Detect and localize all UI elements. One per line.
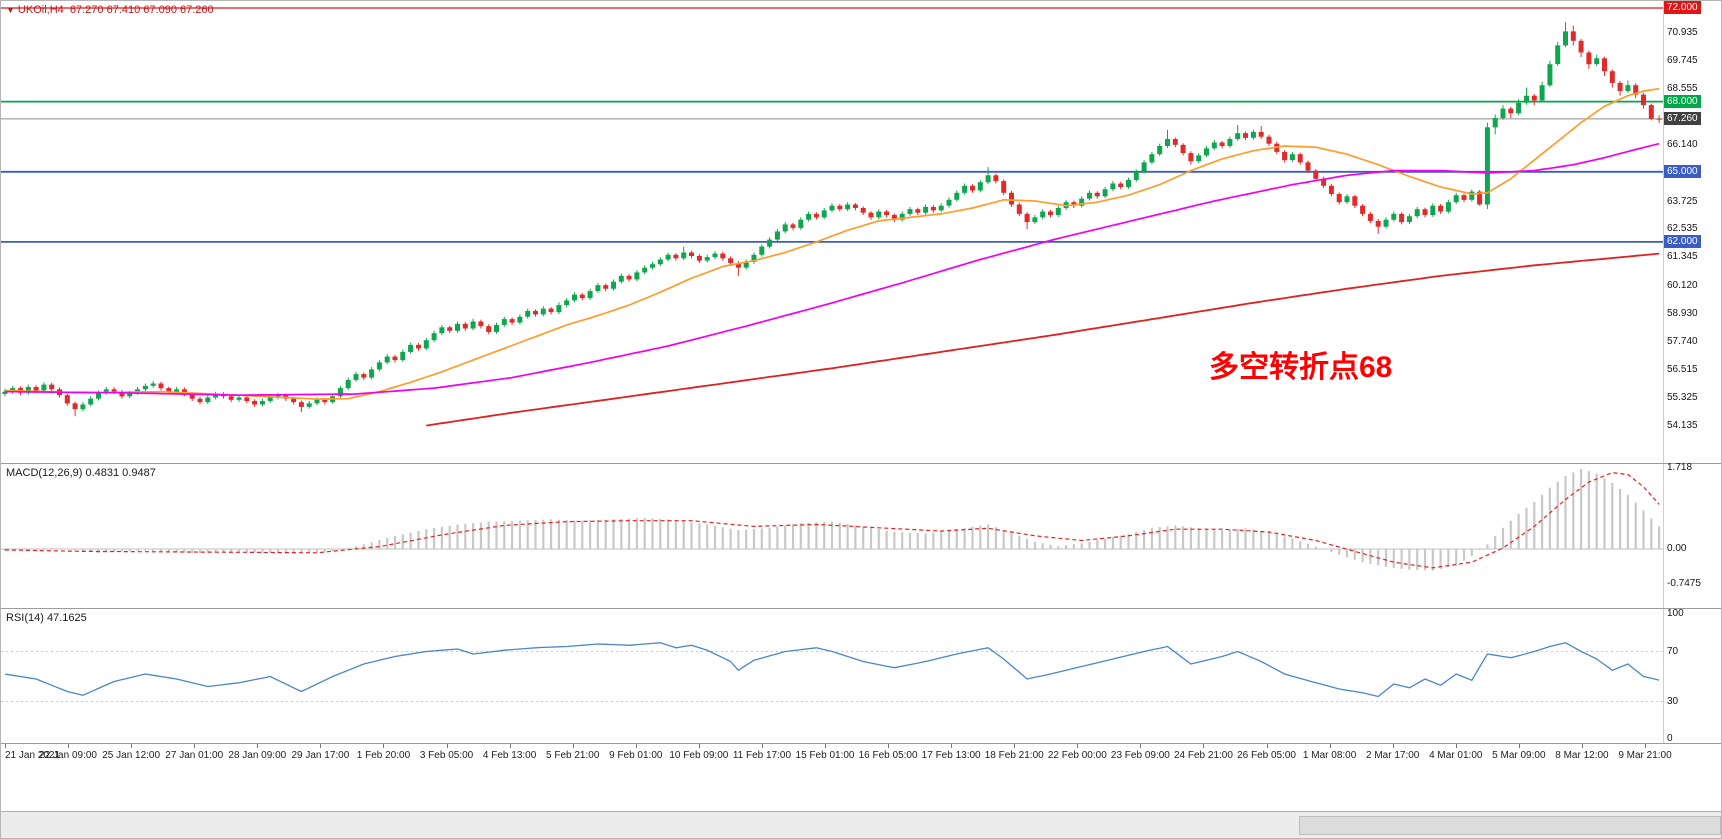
time-tick [572,744,574,748]
time-axis-label: 5 Mar 09:00 [1492,750,1546,761]
price-badge-62.000: 62.000 [1664,234,1701,248]
time-axis-label: 1 Feb 20:00 [356,750,411,761]
time-tick [509,744,511,748]
rsi-axis-label: 0 [1667,733,1673,744]
price-axis-label: 70.935 [1667,26,1698,38]
rsi-indicator-label: RSI(14) 47.1625 [6,612,87,624]
time-tick [1014,744,1016,748]
time-axis-label: 9 Mar 21:00 [1618,750,1672,761]
time-tick [194,744,196,748]
time-tick [888,744,890,748]
time-axis-label: 8 Mar 12:00 [1555,750,1609,761]
scrollbar-thumb[interactable] [1299,816,1721,835]
time-axis-label: 4 Feb 13:00 [482,750,537,761]
rsi-axis-label: 70 [1667,645,1679,657]
macd-indicator-label: MACD(12,26,9) 0.4831 0.9487 [6,467,156,479]
price-axis-label: 61.345 [1667,251,1698,263]
time-axis-label: 10 Feb 09:00 [669,750,729,761]
time-tick [825,744,826,748]
time-tick [446,744,448,748]
time-axis-label: 5 Feb 21:00 [546,750,600,761]
sell-marker-icon: ▼ [6,5,15,15]
macd-chart-canvas[interactable] [1,464,1663,608]
macd-axis: 1.718 0.00 -0.7475 [1663,462,1721,608]
time-axis: 21 Jan 2021 22 Jan 09:00 25 Jan 12:00 27 Ja… [1,744,1721,804]
price-chart-canvas[interactable] [1,1,1663,463]
price-axis-label: 57.740 [1667,335,1698,347]
time-axis-label: 23 Feb 09:00 [1110,750,1170,761]
time-tick [951,744,953,748]
time-tick [5,744,6,748]
time-axis-label: 22 Jan 09:00 [39,750,97,761]
time-tick [1140,744,1142,748]
time-tick [383,744,385,748]
ohlc-values-label: 67.270 67.410 67.090 67.260 [69,4,214,16]
time-axis-label: 9 Feb 01:00 [609,750,663,761]
time-tick [698,744,700,748]
time-axis-label: 29 Jan 17:00 [291,750,350,761]
rsi-axis: 100 70 30 0 [1663,608,1721,744]
price-axis-label: 60.120 [1667,279,1698,291]
time-tick [1077,744,1079,748]
time-tick [1518,744,1520,748]
time-tick [1392,744,1394,748]
time-axis-label: 1 Mar 08:00 [1302,750,1357,761]
price-axis-label: 56.515 [1667,364,1698,376]
time-tick [1455,744,1457,748]
time-tick [68,744,70,748]
chart-annotation-text: 多空转折点68 [1209,351,1393,384]
rsi-axis-label: 100 [1667,608,1684,619]
time-axis-label: 28 Jan 09:00 [228,750,287,761]
panel-separator[interactable] [1,608,1721,609]
time-axis-label: 21 Jan 2021 [5,750,61,761]
symbol-header: ▼ UKOil,H4 67.270 67.410 67.090 67.260 [6,4,214,16]
macd-axis-label: 0.00 [1667,543,1687,554]
price-axis-label: 58.930 [1667,307,1698,319]
price-axis-label: 66.140 [1667,139,1698,151]
price-axis-label: 63.725 [1667,195,1698,207]
price-badge-67.260: 67.260 [1664,111,1701,125]
time-axis-label: 24 Feb 21:00 [1173,750,1233,761]
price-axis-label: 69.745 [1667,54,1698,66]
time-tick [1645,744,1646,748]
price-badge-68.000: 68.000 [1664,94,1701,108]
time-axis-label: 16 Feb 05:00 [858,750,918,761]
time-axis-label: 3 Feb 05:00 [419,750,474,761]
time-tick [635,744,637,748]
price-badge-72.000: 72.000 [1664,1,1701,15]
time-axis-label: 2 Mar 17:00 [1366,750,1420,761]
macd-axis-label: 1.718 [1667,462,1693,474]
price-axis-label: 55.325 [1667,392,1698,404]
time-tick [1266,744,1268,748]
time-tick [257,744,259,748]
time-tick [761,744,763,748]
price-axis-label: 68.555 [1667,82,1698,94]
horizontal-scrollbar[interactable] [1,811,1721,838]
time-axis-label: 25 Jan 12:00 [102,750,161,761]
rsi-chart-canvas[interactable] [1,609,1663,743]
time-axis-label: 17 Feb 13:00 [921,750,981,761]
time-axis-label: 22 Feb 00:00 [1047,750,1107,761]
time-axis-label: 26 Feb 05:00 [1237,750,1296,761]
time-tick [1329,744,1331,748]
price-axis: 70.935 69.745 68.555 66.140 63.725 62.535 61.3… [1663,1,1721,463]
time-axis-separator [1,743,1721,744]
price-axis-label: 54.135 [1667,419,1698,431]
panel-separator[interactable] [1,463,1721,464]
symbol-timeframe-label: UKOil,H4 [17,4,64,16]
time-axis-label: 4 Mar 01:00 [1429,750,1483,761]
time-axis-label: 18 Feb 21:00 [984,750,1044,761]
time-axis-label: 15 Feb 01:00 [795,750,855,761]
price-axis-label: 62.535 [1667,223,1698,235]
time-tick [131,744,133,748]
time-tick [320,744,322,748]
time-tick [1203,744,1205,748]
time-tick [1581,744,1583,748]
time-axis-label: 27 Jan 01:00 [165,750,224,761]
macd-axis-label: -0.7475 [1667,578,1701,590]
price-badge-65.000: 65.000 [1664,164,1701,178]
rsi-axis-label: 30 [1667,695,1679,707]
time-axis-label: 11 Feb 17:00 [732,750,792,761]
